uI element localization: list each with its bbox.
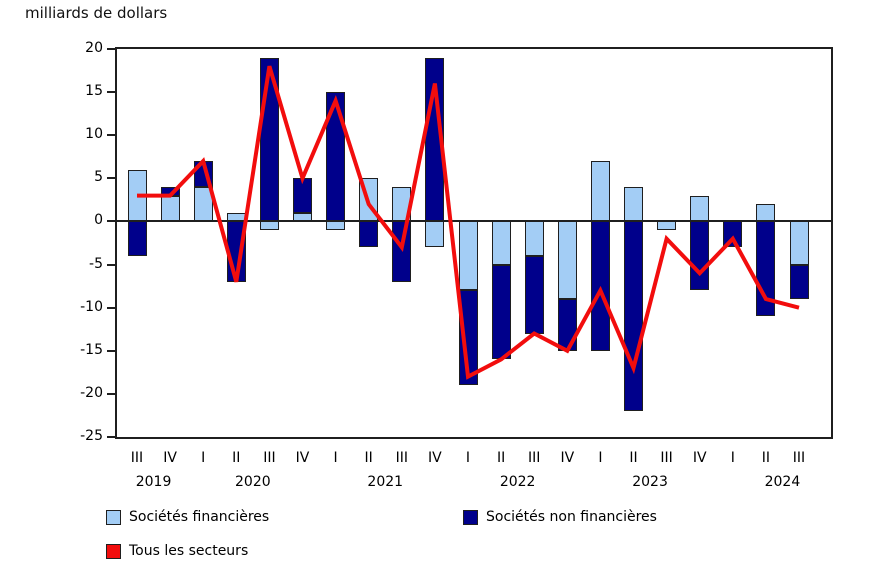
x-tick-label-III-2024: III: [792, 450, 806, 466]
y-tick-mark--20: [107, 392, 115, 395]
year-label-2024: 2024: [764, 474, 801, 490]
chart-title: milliards de dollars: [25, 4, 168, 22]
bar-financial-II-2021: [359, 178, 379, 222]
bar-financial-III-2019: [127, 169, 147, 222]
bar-non-financial-I-2021: [326, 92, 346, 222]
bar-non-financial-III-2020: [259, 57, 279, 222]
x-tick-label-III-2022: III: [527, 450, 541, 466]
y-tick-mark-10: [107, 134, 115, 137]
y-tick-label-10: 10: [85, 126, 103, 143]
bar-non-financial-II-2022: [491, 264, 511, 360]
x-tick-label-I-2023: I: [598, 450, 603, 466]
bar-non-financial-II-2024: [756, 221, 776, 317]
y-tick-label--20: -20: [80, 384, 103, 401]
bar-financial-III-2020: [259, 221, 279, 231]
legend-item-all-sectors: Tous les secteurs: [106, 543, 248, 559]
bar-non-financial-II-2023: [624, 221, 643, 412]
bar-non-financial-III-2021: [392, 221, 412, 282]
x-tick-label-IV-2019: IV: [163, 450, 177, 466]
bar-financial-IV-2019: [160, 195, 180, 222]
bar-financial-IV-2020: [293, 212, 312, 222]
y-tick-label--5: -5: [89, 255, 103, 272]
y-tick-mark-0: [107, 220, 115, 223]
bar-financial-I-2022: [458, 221, 478, 291]
bar-non-financial-I-2024: [723, 221, 743, 248]
x-tick-label-IV-2023: IV: [692, 450, 707, 466]
bar-financial-II-2022: [491, 221, 511, 265]
bar-non-financial-I-2023: [590, 221, 610, 351]
bar-financial-II-2024: [756, 204, 776, 222]
x-tick-label-IV-2020: IV: [295, 450, 310, 466]
y-tick-mark-15: [107, 91, 115, 94]
y-tick-mark-20: [107, 48, 115, 50]
bar-non-financial-II-2020: [226, 221, 246, 282]
bar-financial-IV-2021: [425, 221, 445, 248]
bar-non-financial-II-2021: [359, 221, 379, 248]
legend-label-financial: Sociétés financières: [129, 509, 270, 525]
legend-swatch-non-financial: [463, 509, 478, 525]
x-tick-label-I-2024: I: [730, 450, 735, 466]
legend-label-non-financial: Sociétés non financières: [486, 509, 657, 525]
y-tick-label-15: 15: [85, 83, 103, 100]
y-tick-mark--10: [107, 306, 115, 309]
x-tick-label-II-2021: II: [364, 450, 373, 466]
x-tick-label-I-2020: I: [201, 450, 206, 466]
y-tick-label--15: -15: [80, 341, 103, 358]
bar-non-financial-I-2020: [193, 161, 213, 187]
bar-financial-III-2023: [657, 221, 677, 231]
legend-item-financial: Sociétés financières: [106, 509, 269, 525]
y-tick-label-0: 0: [94, 212, 103, 229]
year-label-2020: 2020: [235, 474, 271, 490]
bar-financial-I-2020: [193, 186, 213, 222]
y-tick-mark--25: [107, 436, 115, 438]
y-tick-mark-5: [107, 177, 115, 180]
year-label-2022: 2022: [499, 474, 536, 490]
bar-non-financial-III-2022: [524, 255, 544, 334]
bar-non-financial-IV-2019: [160, 186, 180, 196]
x-tick-label-III-2021: III: [395, 450, 408, 466]
x-tick-label-III-2019: III: [130, 450, 144, 466]
bar-non-financial-III-2024: [789, 264, 809, 300]
x-tick-label-II-2024: II: [761, 450, 771, 466]
bar-financial-I-2021: [326, 221, 346, 231]
x-tick-label-IV-2021: IV: [428, 450, 442, 466]
x-tick-label-II-2020: II: [232, 450, 241, 466]
year-label-2023: 2023: [632, 474, 668, 490]
bar-financial-IV-2023: [690, 195, 710, 222]
legend-swatch-all-sectors: [106, 543, 121, 559]
legend-swatch-financial: [106, 509, 121, 525]
bar-financial-III-2022: [524, 221, 544, 256]
y-tick-mark--15: [107, 349, 115, 352]
bar-financial-II-2020: [226, 212, 246, 222]
legend-label-all-sectors: Tous les secteurs: [129, 543, 249, 559]
bar-financial-II-2023: [624, 186, 643, 222]
x-tick-label-III-2020: III: [263, 450, 276, 466]
bar-non-financial-III-2019: [127, 221, 147, 256]
bar-financial-IV-2022: [557, 221, 577, 300]
bar-non-financial-I-2022: [458, 290, 478, 386]
year-label-2019: 2019: [135, 474, 172, 490]
y-tick-label--25: -25: [80, 428, 103, 444]
y-tick-mark--5: [107, 263, 115, 266]
x-tick-label-II-2023: II: [629, 450, 638, 466]
x-tick-label-I-2022: I: [465, 450, 471, 466]
bar-non-financial-IV-2021: [425, 57, 445, 222]
x-tick-label-IV-2022: IV: [560, 450, 575, 466]
legend-item-non-financial: Sociétés non financières: [463, 509, 657, 525]
x-tick-label-III-2023: III: [660, 450, 673, 466]
x-tick-label-I-2021: I: [333, 450, 338, 466]
bar-non-financial-IV-2020: [293, 178, 312, 213]
x-tick-label-II-2022: II: [496, 450, 506, 466]
bar-financial-I-2023: [590, 161, 610, 222]
bar-financial-III-2021: [392, 186, 412, 222]
y-tick-label-5: 5: [94, 169, 103, 186]
year-label-2021: 2021: [367, 474, 404, 490]
bar-non-financial-IV-2023: [690, 221, 710, 291]
bar-non-financial-IV-2022: [557, 299, 577, 351]
bar-financial-III-2024: [789, 221, 809, 265]
plot-area: [115, 47, 833, 439]
y-tick-label--10: -10: [80, 298, 103, 315]
y-tick-label-20: 20: [85, 40, 103, 56]
